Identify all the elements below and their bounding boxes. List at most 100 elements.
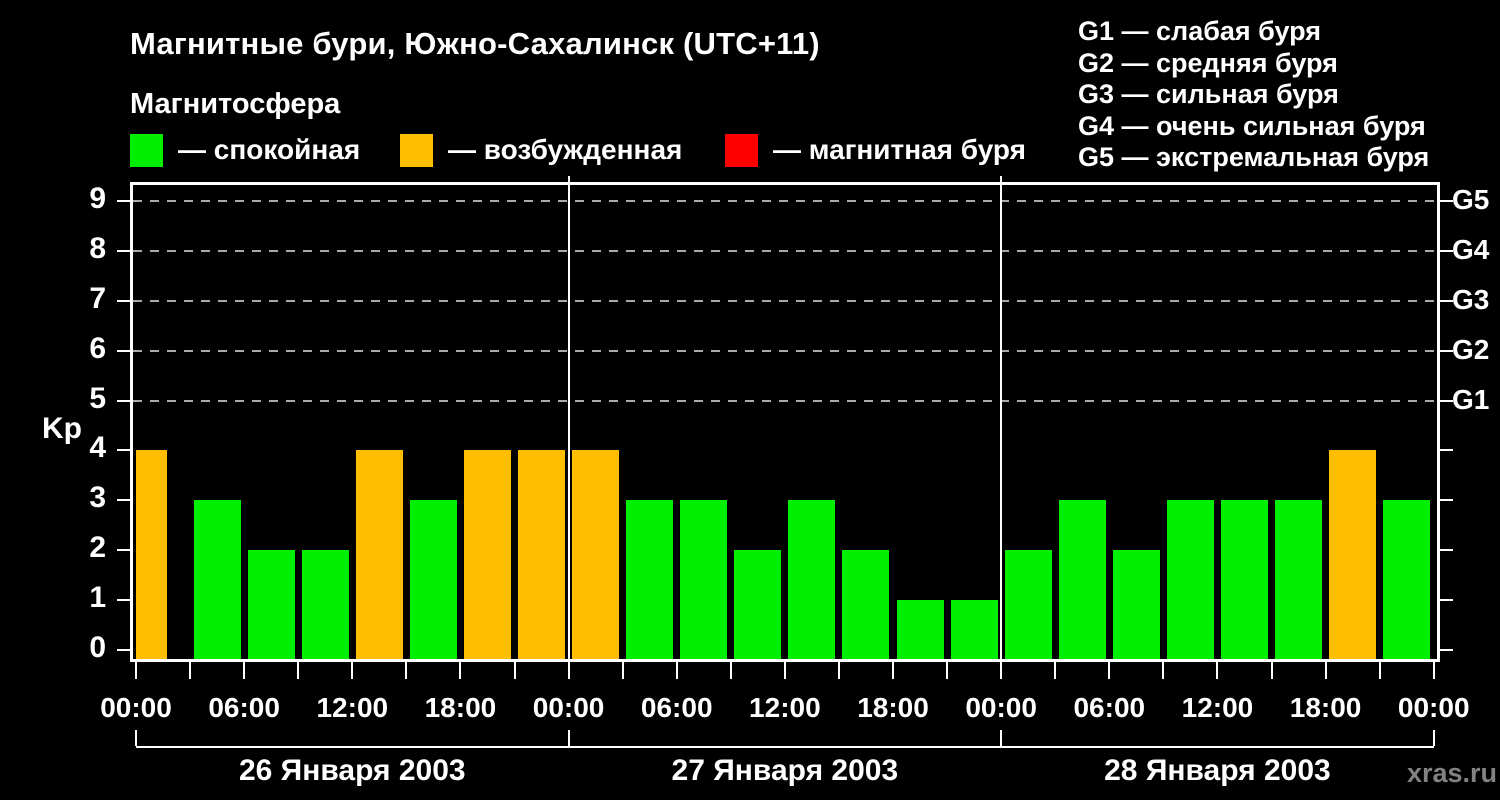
x-tick xyxy=(405,662,408,679)
kp-bar xyxy=(1058,500,1106,659)
kp-bar xyxy=(1329,450,1377,659)
grid-line xyxy=(133,249,1437,252)
kp-bar xyxy=(1275,500,1322,659)
x-tick-label: 06:00 xyxy=(1073,692,1146,723)
day-divider xyxy=(567,176,570,659)
y-tick xyxy=(117,299,130,302)
kp-bar xyxy=(734,550,782,659)
x-tick-label: 00:00 xyxy=(1397,692,1470,723)
date-label: 26 Января 2003 xyxy=(238,754,466,787)
y-tick-label: 6 xyxy=(89,331,106,365)
x-tick xyxy=(513,662,516,679)
y-tick xyxy=(117,549,130,552)
bracket-tick xyxy=(1000,730,1003,746)
y-tick xyxy=(1440,199,1453,202)
x-tick-label: 00:00 xyxy=(965,692,1037,723)
kp-bar xyxy=(518,450,565,659)
y-tick-label: 1 xyxy=(89,581,106,615)
y-tick xyxy=(1440,299,1453,302)
date-label: 27 Января 2003 xyxy=(671,754,899,787)
x-tick-label: 06:00 xyxy=(208,692,280,723)
day-bracket xyxy=(136,746,1434,748)
g-legend-line-g3: G3 — сильная буря xyxy=(1078,79,1339,110)
y-tick-label: 2 xyxy=(89,531,106,565)
x-tick xyxy=(189,662,192,679)
legend-label-quiet: — спокойная xyxy=(178,134,361,165)
x-tick xyxy=(243,662,246,679)
g-axis-label: G5 xyxy=(1452,183,1490,215)
y-tick-label: 7 xyxy=(89,281,106,315)
x-tick xyxy=(1108,662,1111,679)
y-tick xyxy=(1440,649,1453,651)
y-tick xyxy=(117,249,130,252)
y-tick xyxy=(1440,249,1453,252)
y-tick-label: 8 xyxy=(89,231,106,265)
kp-bar xyxy=(409,500,457,659)
kp-bar xyxy=(355,450,403,659)
day-divider xyxy=(1000,176,1003,659)
y-tick-label: 4 xyxy=(89,431,106,465)
x-tick xyxy=(946,662,949,679)
x-tick xyxy=(459,662,462,679)
plot-area xyxy=(130,182,1440,662)
x-tick-label: 18:00 xyxy=(857,692,929,723)
y-tick xyxy=(117,499,130,502)
x-tick xyxy=(1000,662,1003,679)
grid-line xyxy=(133,299,1437,302)
grid-line xyxy=(133,199,1437,202)
watermark: xras.ru xyxy=(1406,758,1497,788)
x-tick xyxy=(1162,662,1165,679)
x-tick xyxy=(1324,662,1327,679)
x-tick xyxy=(729,662,732,679)
x-tick-label: 18:00 xyxy=(424,692,497,723)
x-tick xyxy=(351,662,354,679)
kp-bar xyxy=(463,450,511,659)
x-tick xyxy=(1054,662,1057,679)
legend-item-excited: — возбужденная xyxy=(400,133,682,167)
bracket-tick xyxy=(567,730,570,746)
kp-bar xyxy=(572,450,620,659)
x-tick xyxy=(675,662,678,679)
g-axis-label: G4 xyxy=(1452,233,1490,265)
x-tick xyxy=(1432,662,1435,679)
y-tick xyxy=(117,199,130,202)
quiet-color-swatch xyxy=(130,133,163,167)
storm-color-swatch xyxy=(725,133,758,167)
g-axis-label: G2 xyxy=(1452,333,1490,365)
g-legend-line-g1: G1 — слабая буря xyxy=(1078,16,1322,46)
storm-scale-legend: G1 — слабая буря G2 — средняя буря G3 — … xyxy=(1078,16,1429,174)
x-tick xyxy=(621,662,624,679)
x-tick-label: 12:00 xyxy=(316,692,389,723)
grid-line xyxy=(133,399,1437,402)
legend-item-quiet: — спокойная xyxy=(130,133,360,167)
g-axis-label: G3 xyxy=(1452,283,1490,315)
g-legend-line-g2: G2 — средняя буря xyxy=(1078,47,1338,78)
x-tick xyxy=(783,662,786,679)
bracket-tick xyxy=(135,730,137,746)
magnetosphere-label: Магнитосфера xyxy=(130,88,341,120)
x-tick xyxy=(297,662,300,679)
y-tick xyxy=(1440,549,1453,552)
y-tick-label: 9 xyxy=(89,181,106,215)
date-label: 28 Января 2003 xyxy=(1104,754,1331,787)
y-tick xyxy=(1440,599,1453,602)
g-legend-line-g5: G5 — экстремальная буря xyxy=(1078,142,1430,173)
y-tick xyxy=(117,649,130,651)
x-tick xyxy=(837,662,840,679)
bracket-tick xyxy=(1432,730,1435,746)
y-tick xyxy=(117,599,130,602)
y-tick-label: 5 xyxy=(89,381,106,415)
kp-bar xyxy=(136,450,167,659)
kp-bar xyxy=(1166,500,1214,659)
y-tick xyxy=(1440,349,1453,352)
kp-bar xyxy=(1112,550,1160,659)
legend-item-storm: — магнитная буря xyxy=(725,133,1026,167)
kp-bar xyxy=(1412,550,1430,659)
x-tick xyxy=(135,662,137,679)
y-axis-title: Kp xyxy=(42,412,82,445)
x-tick-label: 12:00 xyxy=(1181,692,1254,723)
kp-bar xyxy=(247,550,295,659)
x-tick xyxy=(1270,662,1273,679)
excited-color-swatch xyxy=(400,133,433,167)
